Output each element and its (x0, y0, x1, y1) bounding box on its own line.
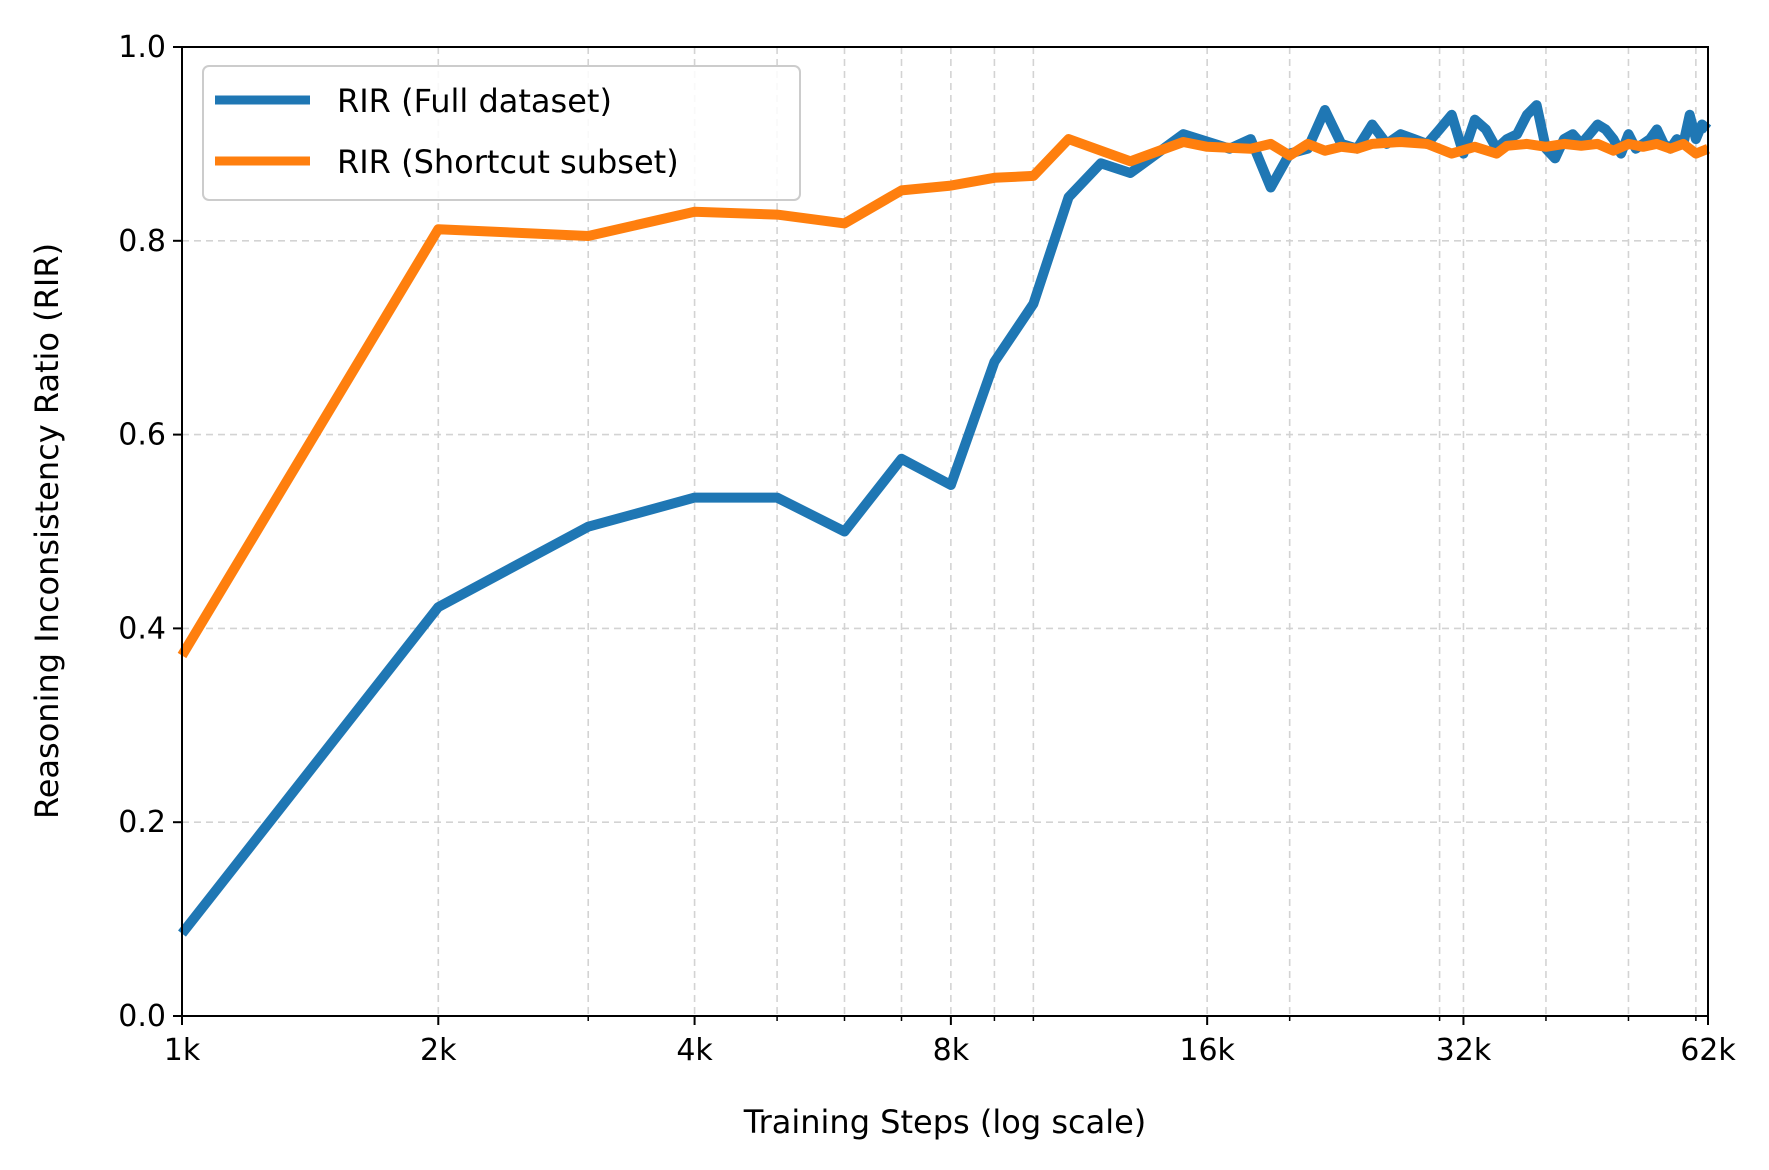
y-tick-label: 1.0 (118, 30, 166, 65)
y-axis-label: Reasoning Inconsistency Ratio (RIR) (28, 243, 66, 819)
legend-label-shortcut-subset: RIR (Shortcut subset) (337, 143, 679, 181)
series-layer (177, 100, 1712, 937)
legend-label-full-dataset: RIR (Full dataset) (337, 82, 612, 120)
x-tick-label: 32k (1436, 1033, 1492, 1068)
axis-ticks: 0.0 0.2 0.4 0.6 0.8 1.0 1k 2k 4k 8k 16k 32k 62k (118, 30, 1736, 1068)
y-tick-label: 0.0 (118, 999, 166, 1034)
x-tick-label: 4k (676, 1033, 713, 1068)
plot-frame (181, 46, 1709, 1017)
series-line-shortcut-subset (177, 134, 1710, 659)
x-tick-label: 8k (933, 1033, 970, 1068)
x-axis-label: Training Steps (log scale) (743, 1103, 1147, 1141)
y-tick-label: 0.4 (118, 611, 166, 646)
x-tick-label: 2k (420, 1033, 457, 1068)
x-tick-label: 62k (1680, 1033, 1736, 1068)
x-tick-label: 1k (164, 1033, 201, 1068)
x-tick-label: 16k (1179, 1033, 1235, 1068)
legend-box (202, 65, 801, 201)
legend: RIR (Full dataset) RIR (Shortcut subset) (202, 65, 801, 201)
y-tick-label: 0.6 (118, 418, 166, 453)
y-tick-label: 0.2 (118, 805, 166, 840)
y-tick-label: 0.8 (118, 224, 166, 259)
